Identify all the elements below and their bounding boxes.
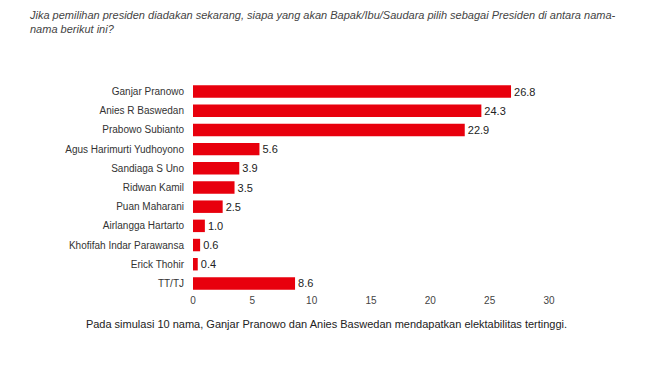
svg-text:Ridwan Kamil: Ridwan Kamil xyxy=(123,182,184,193)
svg-text:0.4: 0.4 xyxy=(201,258,216,270)
svg-text:Airlangga Hartarto: Airlangga Hartarto xyxy=(103,220,185,231)
svg-text:10: 10 xyxy=(306,295,318,306)
svg-text:3.9: 3.9 xyxy=(242,162,257,174)
svg-text:3.5: 3.5 xyxy=(238,182,253,194)
svg-text:TT/TJ: TT/TJ xyxy=(158,278,184,289)
svg-text:2.5: 2.5 xyxy=(226,201,241,213)
svg-text:15: 15 xyxy=(365,295,377,306)
svg-text:1.0: 1.0 xyxy=(208,220,223,232)
svg-text:Puan Maharani: Puan Maharani xyxy=(116,201,184,212)
svg-text:0: 0 xyxy=(190,295,196,306)
svg-text:Prabowo Subianto: Prabowo Subianto xyxy=(102,124,184,135)
svg-text:5: 5 xyxy=(250,295,256,306)
svg-text:26.8: 26.8 xyxy=(514,86,535,98)
svg-text:Agus Harimurti Yudhoyono: Agus Harimurti Yudhoyono xyxy=(65,144,184,155)
svg-text:25: 25 xyxy=(484,295,496,306)
svg-text:Erick Thohir: Erick Thohir xyxy=(131,259,185,270)
svg-text:8.6: 8.6 xyxy=(298,277,313,289)
svg-text:22.9: 22.9 xyxy=(468,124,489,136)
svg-text:Sandiaga S Uno: Sandiaga S Uno xyxy=(111,163,184,174)
svg-text:Anies R Baswedan: Anies R Baswedan xyxy=(100,105,185,116)
svg-text:Khofifah Indar Parawansa: Khofifah Indar Parawansa xyxy=(69,240,185,251)
svg-text:20: 20 xyxy=(425,295,437,306)
html-text:Pada simulasi 10 nama, Ganjar: Pada simulasi 10 nama, Ganjar Pranowo da… xyxy=(85,318,568,330)
svg-text:30: 30 xyxy=(543,295,555,306)
svg-text:5.6: 5.6 xyxy=(262,143,277,155)
html-text:Jika pemilihan presiden diadak: Jika pemilihan presiden diadakan sekaran… xyxy=(30,9,616,35)
svg-text:24.3: 24.3 xyxy=(484,105,505,117)
svg-text:Ganjar Pranowo: Ganjar Pranowo xyxy=(112,86,185,97)
svg-text:0.6: 0.6 xyxy=(203,239,218,251)
